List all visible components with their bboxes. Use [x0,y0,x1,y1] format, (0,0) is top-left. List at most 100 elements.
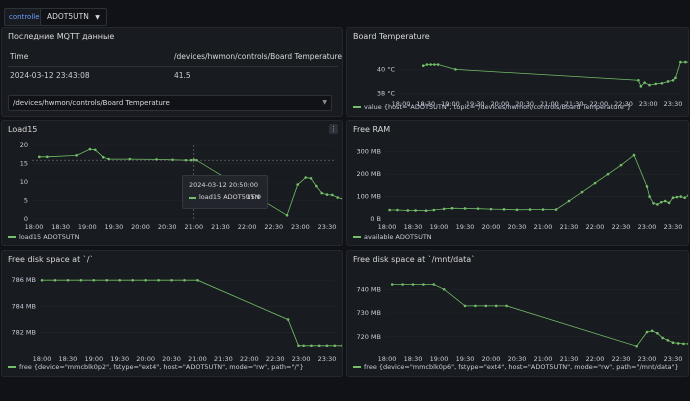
x-tick-label: 22:00 [589,100,608,108]
x-tick-label: 19:00 [430,355,449,363]
data-point [317,344,321,348]
x-tick-label: 21:30 [560,355,579,363]
data-point [425,63,429,66]
data-point [421,64,425,68]
x-tick-label: 19:30 [456,223,475,231]
data-point [656,203,659,206]
data-point [170,278,173,282]
chart-legend[interactable]: available ADOT5UTN [353,233,432,241]
x-tick-label: 18:00 [378,355,397,363]
legend-swatch [8,366,16,368]
data-point [666,339,670,342]
data-point [476,207,480,210]
chevron-down-icon: ▼ [322,99,327,106]
data-point [53,278,57,282]
data-point [687,194,688,197]
data-point [442,207,446,211]
mqtt-table: Time /devices/hwmon/controls/Board Tempe… [8,48,342,85]
more-vertical-icon[interactable]: ⋮ [329,124,338,134]
data-point [505,304,508,308]
chart-legend[interactable]: load15 ADOT5UTN [8,233,80,241]
dashboard-variables-bar: controller ADOT5UTN ▼ [0,0,690,30]
data-point [297,344,300,348]
x-tick-label: 20:30 [158,223,177,231]
data-point [341,198,342,200]
data-point [474,304,477,308]
controller-variable-select[interactable]: ADOT5UTN ▼ [40,8,107,26]
series-line [423,61,688,87]
data-point [101,155,105,159]
legend-label: free {device="mmcblk0p2", fstype="ext4",… [19,363,304,371]
x-tick-label: 18:30 [404,223,423,231]
x-tick-label: 21:00 [534,223,553,231]
board-temperature-chart: 38 °C 40 °C 18:00 18:30 19:00 19:30 20:00 20:30… [377,60,688,108]
chart-legend[interactable]: free {device="mmcblk0p2", fstype="ext4",… [8,363,304,371]
panel-title: Последние MQTT данные [8,32,115,41]
data-point [309,177,313,180]
x-tick-label: 23:30 [664,355,683,363]
x-tick-label: 20:00 [491,100,510,108]
data-point [632,153,636,157]
topic-select[interactable]: /devices/hwmon/controls/Board Temperatur… [8,95,332,111]
x-tick-label: 21:00 [534,355,553,363]
data-point [401,283,404,286]
data-point [567,199,571,203]
x-tick-label: 19:00 [441,100,460,108]
data-point [414,209,417,212]
data-point [667,201,671,205]
x-tick-label: 23:00 [292,355,311,363]
data-point [654,82,657,86]
y-tick-label: 100 MB [356,193,381,201]
data-point [554,208,558,211]
data-point [296,183,300,186]
load15-panel: Load15 ⋮ 0 5 10 15 20 18:00 18:30 19:00 19:30 20:… [1,120,343,246]
data-point [683,196,686,199]
y-tick-label: 0 B [370,215,381,223]
column-header-time[interactable]: Time [10,52,29,61]
chart-legend[interactable]: value {host="ADOT5UTN", topic="/devices/… [353,103,631,111]
table-header-row: Time /devices/hwmon/controls/Board Tempe… [8,48,342,67]
y-tick-label: 38 °C [377,90,396,98]
data-point [656,331,659,335]
x-tick-label: 20:00 [136,355,155,363]
data-point [593,181,597,185]
y-tick-label: 782 MB [11,329,36,337]
data-point [285,214,289,217]
board-temperature-panel: Board Temperature 38 °C 40 °C 18:00 18:30 19… [346,27,689,117]
x-tick-label: 23:30 [318,355,337,363]
x-tick-label: 22:30 [614,100,633,108]
y-tick-label: 730 MB [356,309,381,317]
chart-legend[interactable]: free {device="mmcblk0p6", fstype="ext4",… [353,363,679,371]
data-point [93,148,97,152]
data-point [639,85,643,88]
data-point [310,344,313,348]
data-point [671,196,675,199]
data-point [666,80,670,83]
x-tick-label: 22:30 [266,355,285,363]
x-tick-label: 22:00 [586,355,605,363]
data-point [679,195,683,198]
data-point [660,81,664,85]
data-point [494,304,498,308]
data-point [75,154,78,157]
y-tick-label: 740 MB [356,285,381,293]
x-tick-label: 23:30 [664,223,683,231]
data-point [450,206,454,210]
topic-select-value: /devices/hwmon/controls/Board Temperatur… [13,99,170,107]
data-point [157,278,160,282]
data-point [411,283,415,286]
panel-title: Load15 [8,125,38,134]
disk-root-chart: 782 MB 784 MB 786 MB 18:00 18:30 19:00 19:30 20… [11,276,342,363]
chart-tooltip: 2024-03-12 20:50:00 load15 ADOT5UTN 15.9 [182,175,268,209]
x-tick-label: 23:30 [664,100,683,108]
data-point [46,155,49,159]
legend-swatch [353,366,361,368]
data-point [422,283,425,286]
x-tick-label: 23:00 [291,223,310,231]
x-tick-label: 21:30 [560,223,579,231]
column-header-topic[interactable]: /devices/hwmon/controls/Board Temperatur… [174,52,343,61]
panel-title: Board Temperature [353,32,430,41]
data-point [105,278,109,282]
y-tick-label: 786 MB [11,276,36,284]
table-row: 2024-03-12 23:43:08 41.5 [8,67,338,85]
